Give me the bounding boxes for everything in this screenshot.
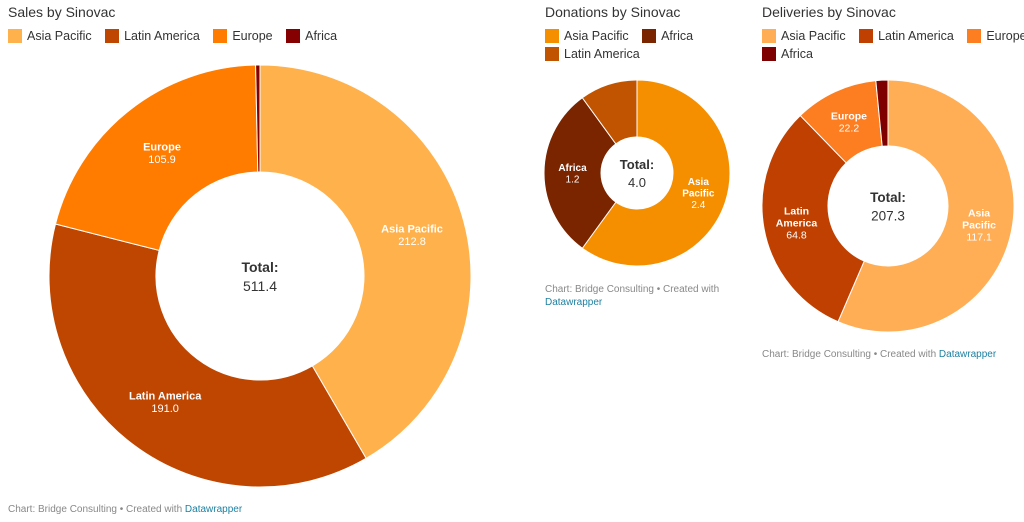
legend-item-africa: Africa — [762, 46, 813, 62]
slice-label-asia-pacific: Asia Pacific 212.8 — [381, 224, 443, 249]
total-label: Total: — [870, 190, 906, 205]
legend-swatch — [859, 29, 874, 43]
slice-asia-pacific — [581, 79, 731, 267]
slice-africa — [875, 79, 889, 147]
slice-label-latin-america: Latin America 64.8 — [776, 205, 818, 241]
slice-latin-america — [48, 223, 367, 488]
footer-text: Chart: Bridge Consulting • Created with — [545, 284, 720, 295]
total-label: Total: — [241, 259, 278, 275]
legend-swatch — [213, 29, 228, 43]
slice-label-asia-pacific: Asia Pacific 117.1 — [962, 208, 996, 244]
chart-sales: Sales by Sinovac Asia Pacific Latin Amer… — [8, 4, 472, 516]
legend-swatch — [8, 29, 22, 43]
legend-item-asia-pacific: Asia Pacific — [8, 28, 92, 44]
slice-label-europe: Europe 105.9 — [143, 141, 181, 166]
legend-item-europe: Europe — [967, 28, 1024, 44]
slice-latin-america — [761, 114, 865, 323]
total-label: Total: — [620, 157, 654, 172]
total-value: 511.4 — [243, 278, 277, 294]
slice-label-europe: Europe 22.2 — [831, 110, 867, 134]
datawrapper-link[interactable]: Datawrapper — [938, 349, 997, 360]
legend-item-africa: Africa — [286, 28, 337, 44]
chart-title: Donations by Sinovac — [545, 4, 681, 20]
legend-swatch — [105, 29, 120, 43]
slice-europe — [54, 64, 259, 251]
total-value: 4.0 — [628, 175, 646, 190]
legend-swatch — [762, 47, 776, 61]
slice-asia-pacific — [837, 79, 1015, 333]
donut-chart: Asia Pacific 212.8 Latin America 191.0 Europ… — [48, 64, 472, 488]
slice-label-asia-pacific: Asia Pacific 2.4 — [682, 177, 715, 211]
legend-item-asia-pacific: Asia Pacific — [545, 28, 629, 44]
legend-item-asia-pacific: Asia Pacific — [762, 28, 846, 44]
legend-swatch — [642, 29, 657, 43]
total-value: 207.3 — [871, 209, 905, 224]
legend-item-europe: Europe — [213, 28, 273, 44]
donut-chart: Asia Pacific 2.4 Africa 1.2 Total: 4.0 — [543, 79, 731, 267]
chart-donations: Donations by Sinovac Asia Pacific Africa… — [540, 0, 750, 522]
slice-africa — [543, 97, 617, 249]
datawrapper-link[interactable]: Datawrapper — [545, 297, 603, 308]
donut-chart: Asia Pacific 117.1 Latin America 64.8 Europe 22… — [761, 79, 1015, 333]
legend-item-latin-america: Latin America — [545, 46, 640, 62]
legend: Asia Pacific Latin America Europe Africa — [762, 28, 1024, 64]
chart-footer: Chart: Bridge Consulting • Created with … — [762, 348, 996, 361]
footer-text: Chart: Bridge Consulting • Created with — [8, 504, 183, 515]
chart-title: Sales by Sinovac — [8, 4, 116, 20]
datawrapper-link[interactable]: Datawrapper — [184, 504, 243, 515]
footer-text: Chart: Bridge Consulting • Created with — [762, 349, 937, 360]
chart-footer: Chart: Bridge Consulting • Created with … — [8, 503, 242, 516]
legend-swatch — [545, 29, 559, 43]
legend: Asia Pacific Africa Latin America — [545, 28, 703, 64]
slice-latin-america — [581, 79, 638, 145]
chart-footer: Chart: Bridge Consulting • Created with … — [545, 283, 745, 309]
legend: Asia Pacific Latin America Europe Africa — [8, 28, 347, 46]
chart-deliveries: Deliveries by Sinovac Asia Pacific Latin… — [758, 0, 1024, 522]
chart-title: Deliveries by Sinovac — [762, 4, 896, 20]
legend-item-africa: Africa — [642, 28, 693, 44]
legend-swatch — [762, 29, 776, 43]
legend-item-latin-america: Latin America — [105, 28, 200, 44]
slice-asia-pacific — [259, 64, 472, 460]
slice-label-latin-america: Latin America 191.0 — [129, 390, 202, 415]
slice-label-africa: Africa 1.2 — [558, 163, 587, 186]
legend-item-latin-america: Latin America — [859, 28, 954, 44]
legend-swatch — [286, 29, 301, 43]
slice-africa — [255, 64, 261, 173]
legend-swatch — [967, 29, 982, 43]
legend-swatch — [545, 47, 559, 61]
